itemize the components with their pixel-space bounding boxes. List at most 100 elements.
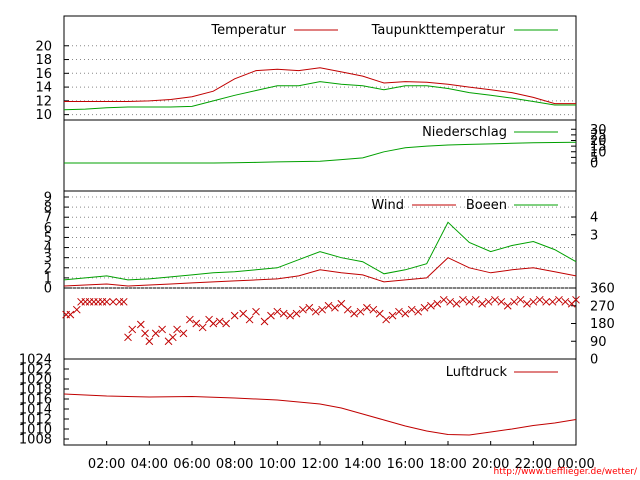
x-marker-stroke (109, 297, 117, 306)
wind-direction-point (459, 295, 467, 304)
wind-direction-point (318, 305, 326, 314)
x-marker-stroke (350, 309, 358, 318)
x-marker-stroke (465, 297, 474, 306)
panel-frame-dir (63, 287, 577, 360)
x-tick-label: 06:00 (173, 457, 210, 472)
gridlines (64, 45, 577, 445)
x-tick-label: 22:00 (515, 457, 552, 472)
wind-direction-point (230, 311, 239, 320)
wind-direction-point (141, 329, 149, 338)
x-marker-stroke (382, 315, 390, 324)
wind-direction-point (66, 310, 75, 319)
x-tick-label: 10:00 (259, 457, 296, 472)
wind-direction-point (173, 325, 181, 334)
y-tick-label-press: 1018 (19, 383, 52, 398)
y-tick-label-wind: 6 (44, 221, 52, 236)
y-tick-label-right-dir: 270 (590, 299, 615, 314)
x-marker-stroke (179, 329, 188, 338)
x-marker-stroke (299, 305, 307, 314)
x-marker-stroke (510, 297, 518, 306)
x-marker-stroke (292, 309, 301, 318)
wind-direction-point (222, 319, 230, 328)
wind-direction-point (516, 295, 525, 304)
x-marker-stroke (561, 297, 570, 306)
x-marker-stroke (252, 307, 260, 316)
wind-direction-point (375, 309, 384, 318)
x-marker-stroke (375, 309, 384, 318)
x-marker-stroke (273, 307, 282, 316)
y-tick-label-wind: 5 (44, 231, 52, 246)
x-marker-stroke (230, 311, 239, 320)
wind-direction-point (471, 295, 480, 304)
y-tick-label-press: 1014 (19, 403, 52, 418)
x-tick-label: 12:00 (301, 457, 338, 472)
x-tick-label: 20:00 (472, 457, 509, 472)
y-tick-label-press: 1016 (19, 393, 52, 408)
x-marker-stroke (535, 295, 544, 304)
y-tick-label-right-rain: 0 (590, 157, 598, 172)
y-tick-label-right-rain: 15 (590, 140, 607, 155)
wind-direction-point (497, 297, 506, 306)
x-marker-stroke (198, 323, 207, 332)
wind-direction-point (109, 297, 117, 306)
x-marker-stroke (318, 305, 326, 314)
x-marker-stroke (215, 317, 224, 326)
x-marker-stroke (427, 301, 435, 310)
wind-direction-point (420, 303, 429, 312)
wind-direction-point (168, 333, 177, 342)
x-marker-stroke (331, 303, 339, 312)
x-tick-label: 16:00 (387, 457, 424, 472)
x-marker-stroke (136, 320, 145, 329)
y-tick-label-right-rain: 25 (590, 128, 607, 143)
wind-direction-point (252, 307, 260, 316)
panel-frames (63, 15, 577, 446)
x-marker-stroke (286, 311, 294, 320)
wind-direction-point (478, 299, 486, 308)
x-marker-stroke (267, 311, 275, 320)
y-tick-label-press: 1022 (19, 363, 52, 378)
wind-direction-point (292, 309, 301, 318)
x-marker-stroke (158, 325, 166, 334)
x-marker-stroke (279, 309, 288, 318)
wind-direction-point (555, 295, 563, 304)
x-marker-stroke (209, 319, 218, 328)
credit-link[interactable]: http://www.tiefflieger.de/wetter/ (494, 467, 638, 477)
x-marker-stroke (119, 297, 128, 306)
x-marker-stroke (497, 297, 506, 306)
wind-direction-point (209, 319, 218, 328)
y-tick-label-wind: 4 (44, 241, 52, 256)
x-marker-stroke (66, 310, 75, 319)
x-marker-stroke (555, 295, 563, 304)
x-tick-label: 02:00 (88, 457, 125, 472)
x-marker-stroke (446, 297, 454, 306)
wind-direction-point (388, 311, 397, 320)
wind-direction-point (215, 317, 224, 326)
y-tick-label-temp: 14 (35, 81, 52, 96)
y-tick-label-right-rain: 10 (590, 145, 607, 160)
wind-direction-point (548, 297, 557, 306)
wind-direction-point (145, 337, 154, 346)
y-tick-label-right-dir: 0 (590, 353, 598, 368)
series-line-wind-0 (63, 257, 577, 287)
wind-direction-point (491, 295, 499, 304)
x-marker-stroke (516, 295, 525, 304)
wind-direction-point (267, 311, 275, 320)
x-tick-label: 00:00 (557, 457, 594, 472)
x-marker-stroke (128, 325, 137, 334)
wind-direction-point (484, 297, 493, 306)
wind-direction-point (446, 297, 454, 306)
wind-direction-point (439, 295, 448, 304)
y-tick-label-wind: 0 (44, 282, 52, 297)
wind-direction-point (179, 329, 188, 338)
wind-direction-point (331, 303, 339, 312)
x-marker-stroke (401, 309, 410, 318)
x-marker-stroke (433, 299, 442, 308)
wind-direction-point (245, 315, 254, 324)
wind-direction-point (561, 297, 570, 306)
wind-direction-point (363, 303, 371, 312)
wind-direction-point (395, 307, 403, 316)
x-tick-label: 08:00 (216, 457, 253, 472)
y-tick-label-wind: 9 (44, 191, 52, 206)
x-marker-stroke (173, 325, 181, 334)
data-marks (62, 67, 580, 436)
